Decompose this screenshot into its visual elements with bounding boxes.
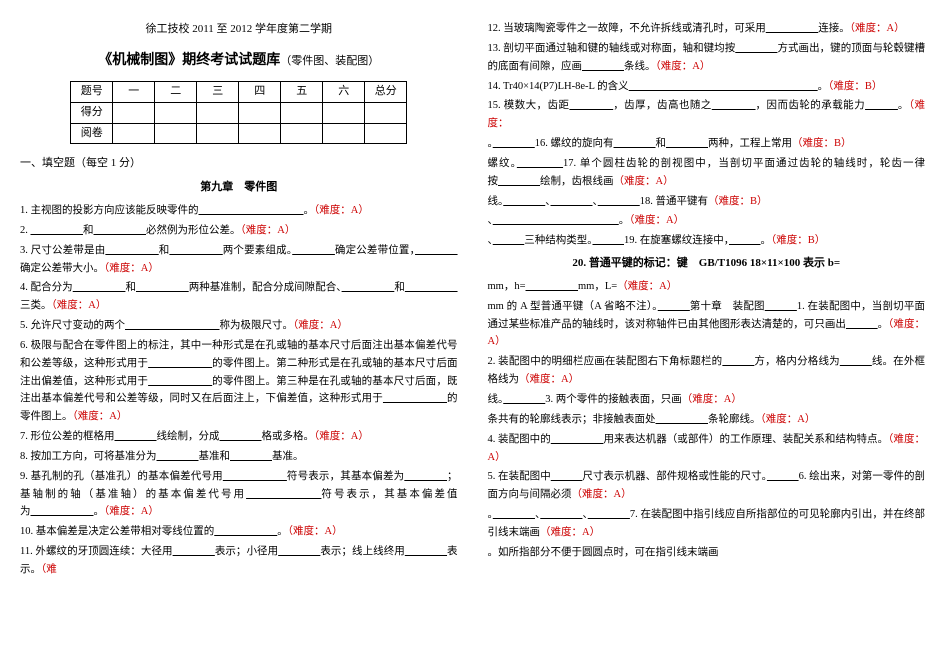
question: 、 三种结构类型。 19. 在旋塞螺纹连接中， 。（难度：B）: [488, 232, 926, 250]
table-row: 题号一二三四五六总分: [71, 81, 407, 102]
question: 2. 和 必然例为形位公差。（难度：A）: [20, 222, 458, 240]
score-table: 题号一二三四五六总分 得分 阅卷: [70, 81, 407, 144]
question: 12. 当玻璃陶瓷零件之一故障，不允许拆线或清孔时，可采用 连接。（难度：A）: [488, 20, 926, 38]
question: 4. 装配图中的 用来表达机器（或部件）的工作原理、装配关系和结构特点。（难度：…: [488, 431, 926, 467]
question: 。 、 、 7. 在装配图中指引线应自所指部位的可见轮廓内引出，并在终部引线末端…: [488, 506, 926, 542]
table-row: 阅卷: [71, 123, 407, 144]
question: 7. 形位公差的框格用 线绘制，分成 格或多格。（难度：A）: [20, 428, 458, 446]
question: 2. 装配图中的明细栏应画在装配图右下角标题栏的 方，格内分格线为 线。在外框格…: [488, 353, 926, 389]
right-column: 12. 当玻璃陶瓷零件之一故障，不允许拆线或清孔时，可采用 连接。（难度：A） …: [488, 20, 926, 635]
question: 5. 在装配图中 尺寸表示机器、部件规格或性能的尺寸。 6. 绘出来，对第一零件…: [488, 468, 926, 504]
question: 4. 配合分为 和 两种基准制，配合分成间隙配合、 和 三类。（难度：A）: [20, 279, 458, 315]
question: 15. 模数大，齿距 ，齿厚，齿高也随之 ，因而齿轮的承载能力 。（难度：: [488, 97, 926, 133]
question: 3. 尺寸公差带是由 和 两个要素组成。 确定公差带位置， 确定公差带大小。（难…: [20, 242, 458, 278]
question: 线。 、 、 18. 普通平键有（难度：B）: [488, 193, 926, 211]
question: 。 16. 螺纹的旋向有 和 两种，工程上常用（难度：B）: [488, 135, 926, 153]
question: 螺纹。 17. 单个圆柱齿轮的剖视图中，当剖切平面通过齿轮的轴线时，轮齿一律按 …: [488, 155, 926, 191]
question: 8. 按加工方向，可将基准分为 基准和 基准。: [20, 448, 458, 466]
question: 5. 允许尺寸变动的两个 称为极限尺寸。（难度：A）: [20, 317, 458, 335]
difficulty-label: （难: [41, 564, 57, 575]
question: 条共有的轮廓线表示；非接触表面处 条轮廓线。（难度：A）: [488, 411, 926, 429]
question: 、 。（难度：A）: [488, 212, 926, 230]
question: 9. 基孔制的孔（基准孔）的基本偏差代号用 符号表示，其基本偏差为 ；基轴制的轴…: [20, 468, 458, 522]
question: 11. 外螺纹的牙顶圆连续：大径用 表示；小径用 表示；线上线终用 表示。（难: [20, 543, 458, 579]
question: 1. 主视图的投影方向应该能反映零件的 。（难度：A）: [20, 202, 458, 220]
question: 6. 极限与配合在零件图上的标注，其中一种形式是在孔或轴的基本尺寸后面注出基本偏…: [20, 337, 458, 426]
exam-title: 《机械制图》期终考试试题库（零件图、装配图）: [20, 48, 458, 73]
question: 10. 基本偏差是决定公差带相对零线位置的 。（难度：A）: [20, 523, 458, 541]
difficulty-label: （难度：A）: [682, 394, 742, 405]
question: mm，h= mm，L=（难度：A）: [488, 278, 926, 296]
question: 。如所指部分不便于圆圆点时，可在指引线末端画: [488, 544, 926, 562]
chapter-10-title: 20. 普通平键的标记：键 GB/T1096 18×11×100 表示 b=: [488, 254, 926, 274]
question: 14. Tr40×14(P7)LH-8e-L 的含义 。（难度：B）: [488, 78, 926, 96]
table-row: 得分: [71, 102, 407, 123]
question: mm 的 A 型普通平键（A 省略不注）。 第十章 装配图 1. 在装配图中，当…: [488, 298, 926, 352]
section-1-header: 一、填空题（每空 1 分）: [20, 154, 458, 174]
question: 线。 3. 两个零件的接触表面，只画（难度：A）: [488, 391, 926, 409]
school-header: 徐工技校 2011 至 2012 学年度第二学期: [20, 20, 458, 40]
chapter-9-title: 第九章 零件图: [20, 178, 458, 198]
left-column: 徐工技校 2011 至 2012 学年度第二学期 《机械制图》期终考试试题库（零…: [20, 20, 458, 635]
question: 13. 剖切平面通过轴和键的轴线或对称面，轴和键均按 方式画出，键的顶面与轮毂键…: [488, 40, 926, 76]
